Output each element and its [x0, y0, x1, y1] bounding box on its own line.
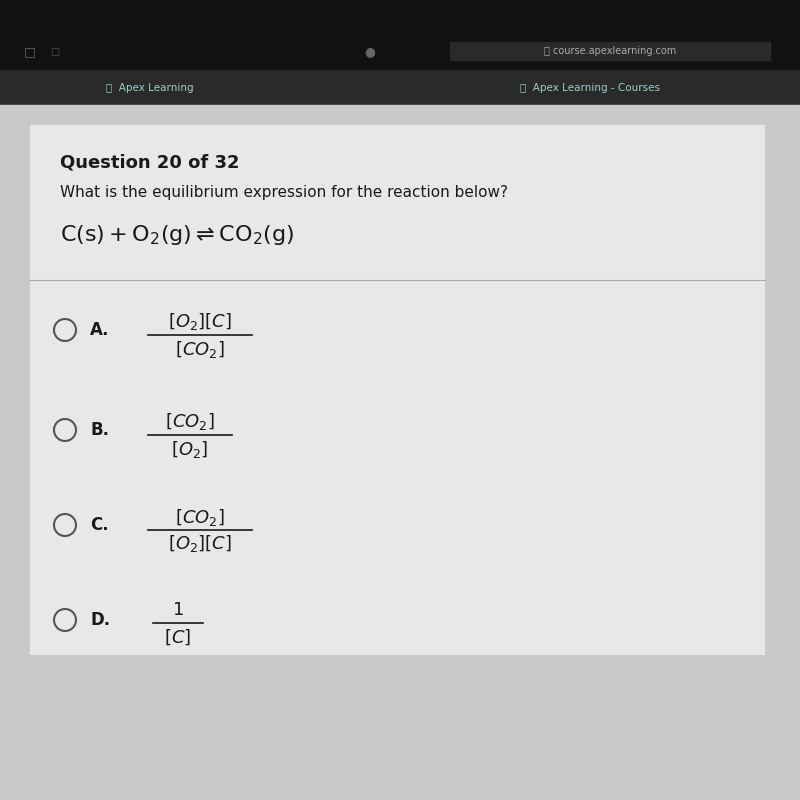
- Text: □: □: [24, 46, 36, 58]
- Text: D.: D.: [90, 611, 110, 629]
- Text: ●: ●: [365, 46, 375, 58]
- Bar: [0, 70, 800, 105]
- Text: Question 20 of 32: Question 20 of 32: [60, 153, 239, 171]
- Text: 🔒 course.apexlearning.com: 🔒 course.apexlearning.com: [544, 46, 676, 56]
- Text: $[CO_2]$: $[CO_2]$: [175, 506, 225, 527]
- Text: C.: C.: [90, 516, 109, 534]
- Text: $1$: $1$: [172, 601, 184, 619]
- Text: $[O_2][C]$: $[O_2][C]$: [168, 534, 232, 554]
- Text: $[CO_2]$: $[CO_2]$: [165, 411, 215, 433]
- Text: $[O_2]$: $[O_2]$: [171, 438, 209, 459]
- Bar: [0, 0, 800, 70]
- Bar: [450, 42, 770, 60]
- Bar: [30, 125, 765, 655]
- Text: $[O_2][C]$: $[O_2][C]$: [168, 311, 232, 333]
- Text: What is the equilibrium expression for the reaction below?: What is the equilibrium expression for t…: [60, 185, 508, 199]
- Text: 📖  Apex Learning - Courses: 📖 Apex Learning - Courses: [520, 83, 660, 93]
- Text: □: □: [50, 47, 60, 57]
- Text: $[C]$: $[C]$: [165, 627, 191, 646]
- Text: $[CO_2]$: $[CO_2]$: [175, 338, 225, 359]
- Text: B.: B.: [90, 421, 109, 439]
- Text: 📖  Apex Learning: 📖 Apex Learning: [106, 83, 194, 93]
- Bar: [0, 105, 800, 800]
- Text: $\mathsf{C(s) + O_2(g) \rightleftharpoons CO_2(g)}$: $\mathsf{C(s) + O_2(g) \rightleftharpoon…: [60, 223, 294, 247]
- Text: A.: A.: [90, 321, 110, 339]
